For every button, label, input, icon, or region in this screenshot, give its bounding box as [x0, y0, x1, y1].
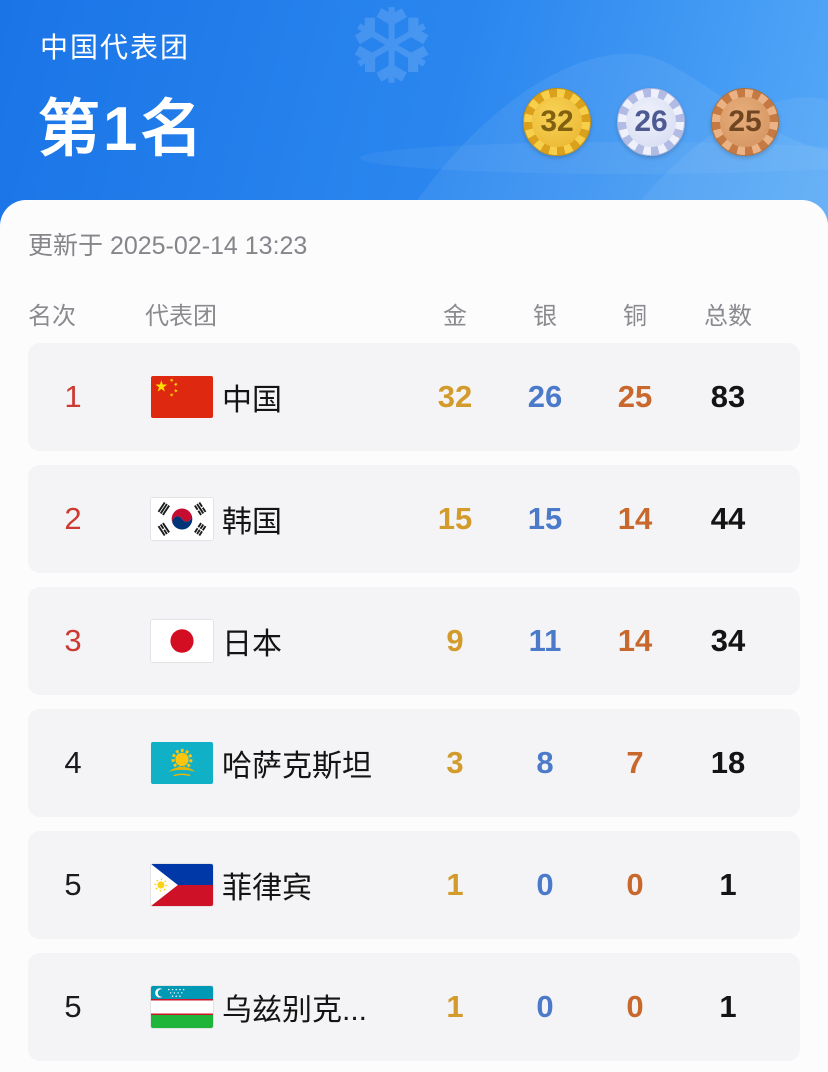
gold-count: 32 [437, 379, 473, 414]
bronze-medal-badge: 25 [711, 88, 779, 156]
rank-value: 5 [64, 867, 82, 902]
bronze-count: 25 [617, 379, 653, 414]
total-count: 1 [719, 867, 737, 902]
overall-rank-title: 第1名 [38, 95, 206, 164]
hero-banner: ❆ 中国代表团 第1名 32 26 25 [0, 0, 828, 226]
table-row-uzbekistan: 5 乌兹别克... 1 [28, 953, 800, 1061]
bronze-count: 0 [626, 867, 644, 902]
snowflake-icon: ❆ [348, 0, 436, 108]
table-row-japan: 3 日本 9 11 14 34 [28, 587, 800, 695]
table-row-kazakhstan: 4 哈萨克斯坦 3 8 7 18 [28, 709, 800, 817]
bronze-count: 14 [617, 623, 653, 658]
table-header-row: 名次 代表团 金 银 铜 总数 [28, 298, 800, 330]
kazakhstan-flag-icon [150, 741, 214, 785]
gold-count: 15 [437, 501, 473, 536]
medal-table-body: 1 中国 32 26 25 83 2 [28, 343, 800, 1061]
gold-count: 9 [446, 623, 464, 658]
japan-flag-icon [150, 619, 214, 663]
gold-count: 1 [446, 989, 464, 1024]
total-count: 34 [710, 623, 746, 658]
bronze-medal-count: 25 [728, 105, 762, 138]
total-count: 1 [719, 989, 737, 1024]
silver-count: 0 [536, 867, 554, 902]
total-count: 18 [710, 745, 746, 780]
bronze-count: 14 [617, 501, 653, 536]
gold-count: 1 [446, 867, 464, 902]
silver-count: 11 [528, 623, 562, 658]
column-gold: 金 [443, 302, 467, 330]
table-row-china: 1 中国 32 26 25 83 [28, 343, 800, 451]
table-row-south-korea: 2 [28, 465, 800, 573]
silver-count: 26 [527, 379, 563, 414]
gold-medal-badge: 32 [523, 88, 591, 156]
bronze-count: 7 [626, 745, 644, 780]
updated-timestamp: 更新于 2025-02-14 13:23 [28, 232, 308, 260]
rank-value: 2 [64, 501, 82, 536]
column-silver: 银 [533, 302, 557, 330]
team-name: 哈萨克斯坦 [222, 750, 372, 783]
rank-value: 3 [64, 623, 82, 658]
column-rank: 名次 [28, 302, 76, 330]
team-name: 韩国 [222, 506, 282, 539]
team-name: 菲律宾 [222, 872, 312, 905]
table-row-philippines: 5 菲律宾 1 0 0 1 [28, 831, 800, 939]
silver-medal-count: 26 [634, 105, 668, 138]
philippines-flag-icon [150, 863, 214, 907]
rank-value: 4 [64, 745, 82, 780]
medal-table-card: 更新于 2025-02-14 13:23 名次 代表团 金 银 铜 总数 1 [0, 200, 828, 1072]
south-korea-flag-icon [150, 497, 214, 541]
team-name: 日本 [222, 628, 282, 661]
china-flag-icon [150, 375, 214, 419]
column-team: 代表团 [145, 302, 217, 330]
column-total: 总数 [704, 302, 752, 330]
total-count: 83 [710, 379, 746, 414]
gold-count: 3 [446, 745, 464, 780]
rank-value: 1 [64, 379, 82, 414]
silver-count: 8 [536, 745, 554, 780]
rank-value: 5 [64, 989, 82, 1024]
silver-medal-badge: 26 [617, 88, 685, 156]
uzbekistan-flag-icon [150, 985, 214, 1029]
delegation-title: 中国代表团 [40, 32, 191, 63]
team-name: 乌兹别克... [222, 994, 368, 1027]
team-name: 中国 [222, 384, 282, 417]
silver-count: 0 [536, 989, 554, 1024]
column-bronze: 铜 [623, 302, 647, 330]
medal-summary: 32 26 25 [523, 88, 779, 156]
silver-count: 15 [527, 501, 563, 536]
bronze-count: 0 [626, 989, 644, 1024]
gold-medal-count: 32 [540, 105, 574, 138]
total-count: 44 [710, 501, 746, 536]
